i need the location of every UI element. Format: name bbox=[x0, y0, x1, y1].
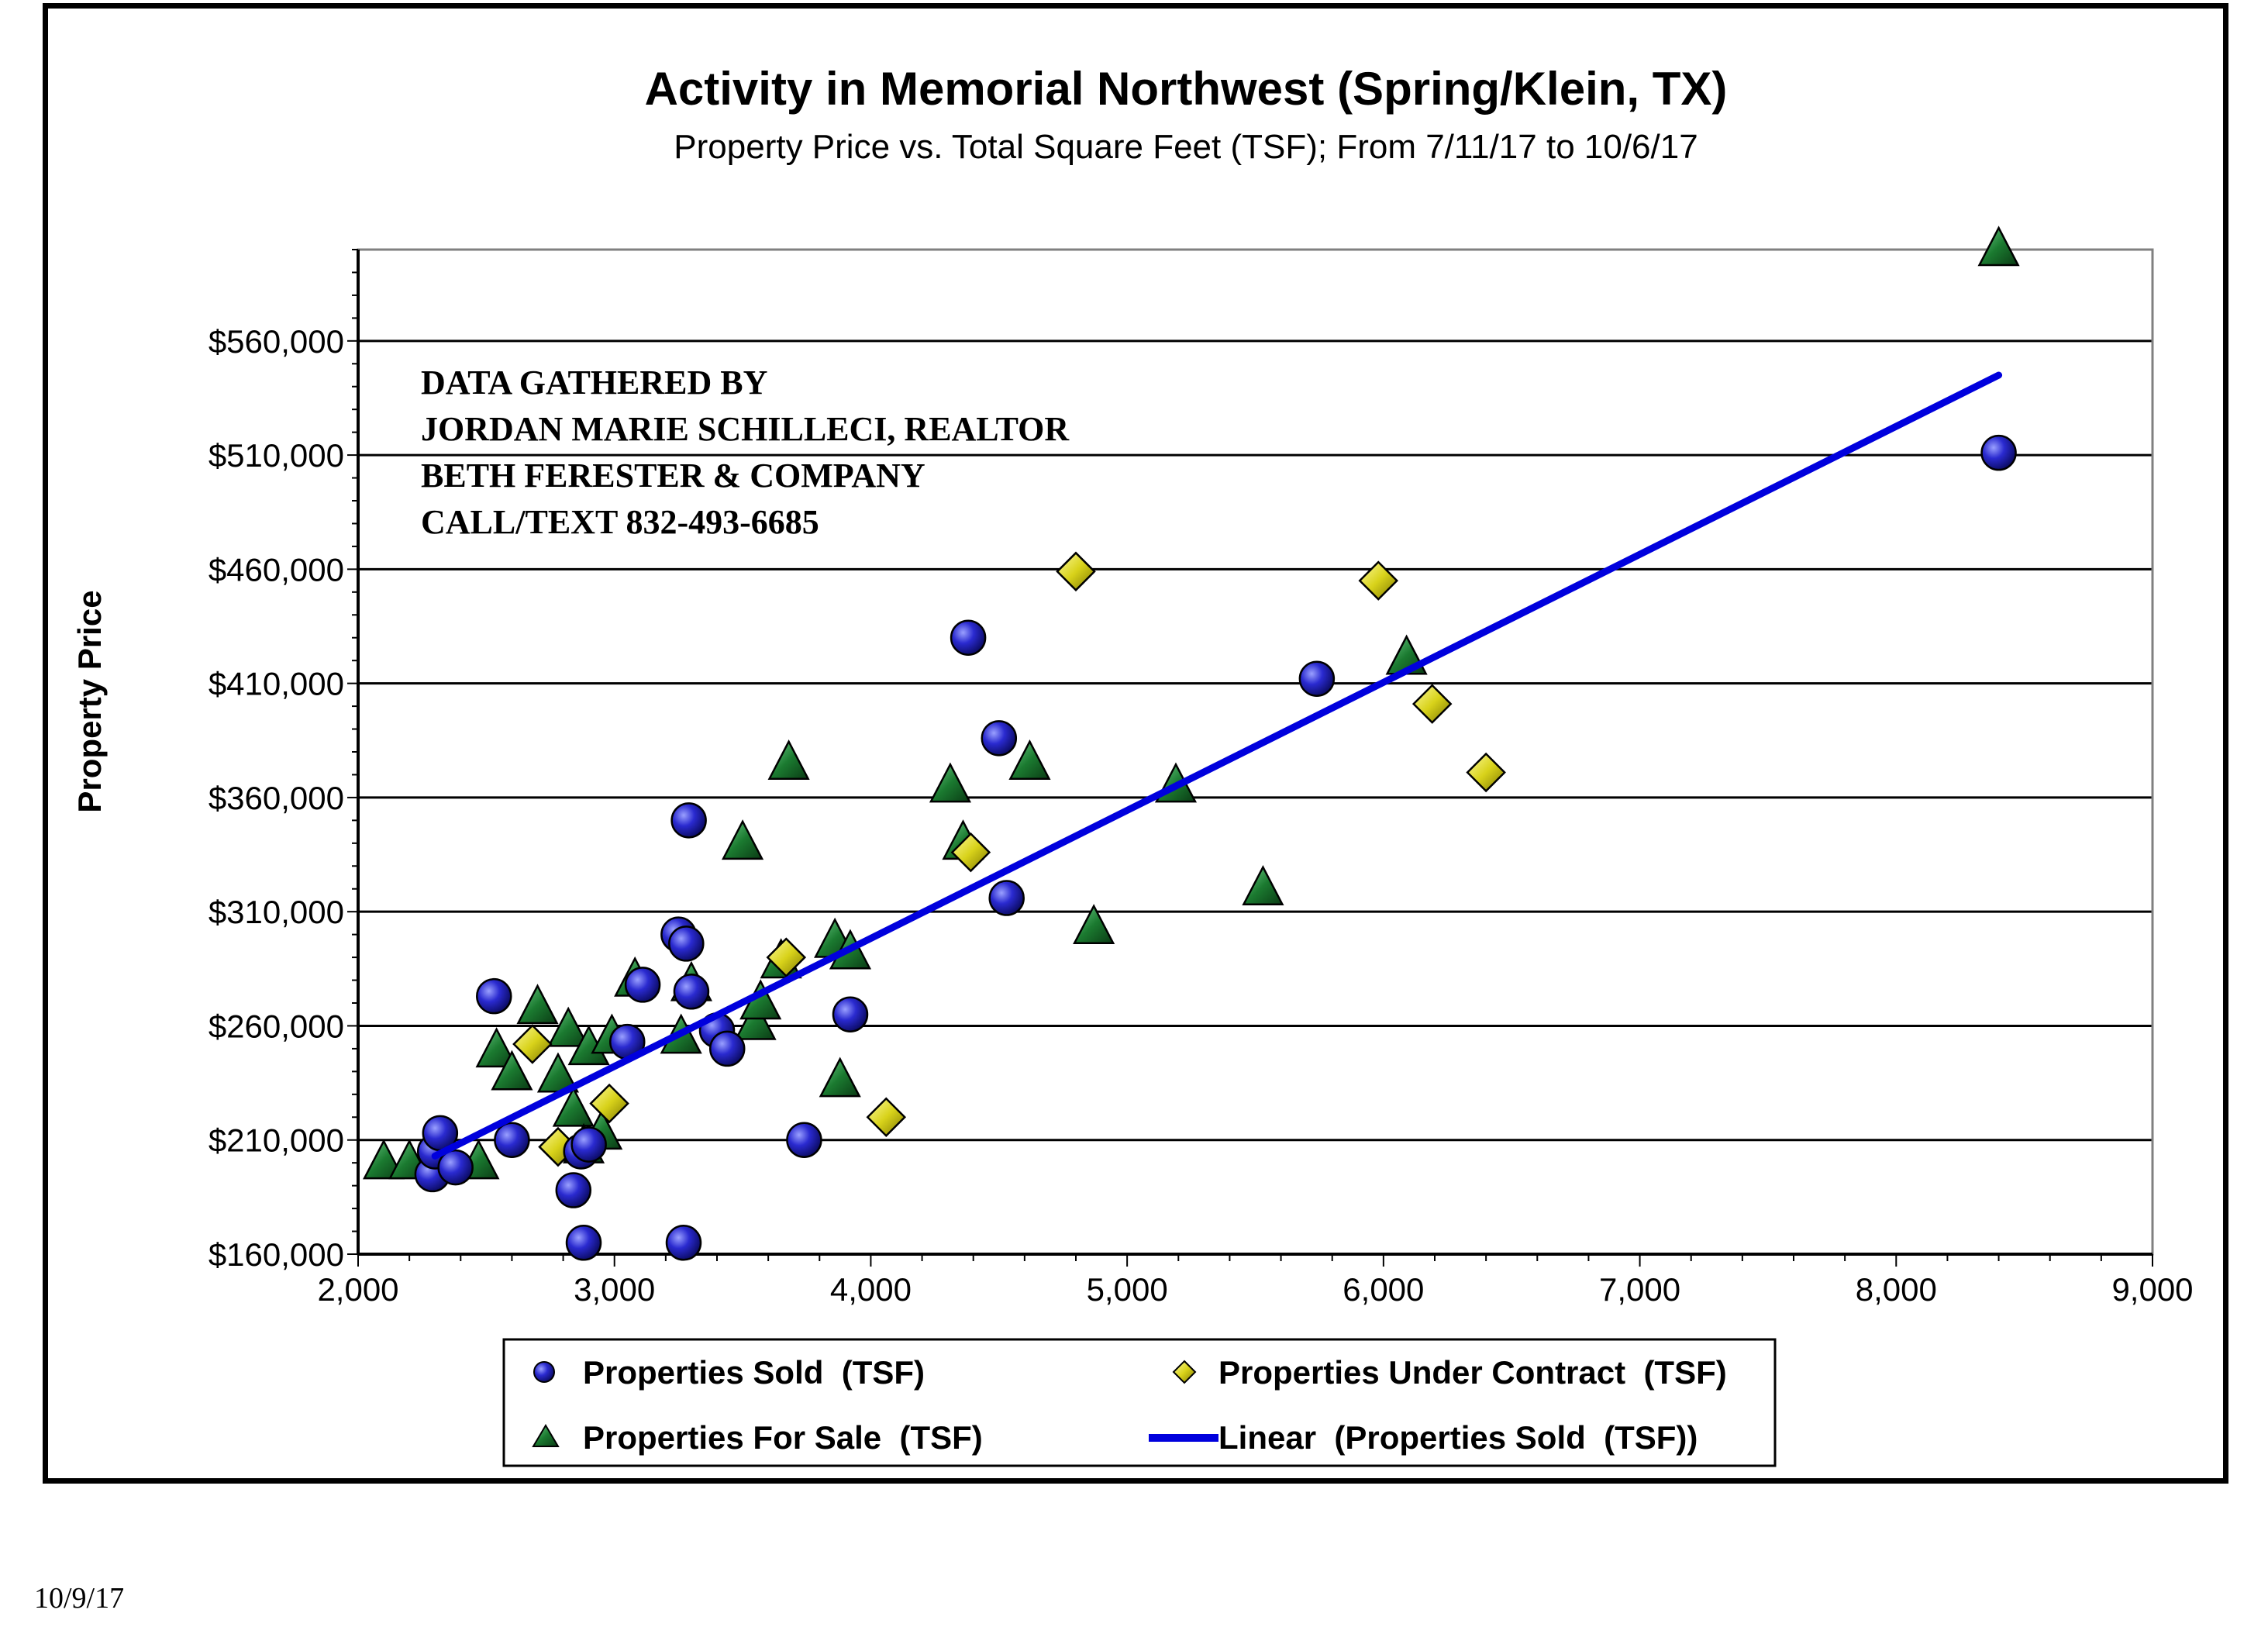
point-for-sale bbox=[1977, 226, 2020, 267]
annotation-line: JORDAN MARIE SCHILLECI, REALTOR bbox=[421, 410, 1070, 448]
point-sold bbox=[437, 1149, 474, 1186]
point-sold bbox=[494, 1122, 530, 1158]
point-for-sale bbox=[516, 984, 559, 1025]
axes: $160,000 $210,000 $260,000 $310,000 $360,000… bbox=[209, 249, 2194, 1308]
point-contract bbox=[766, 937, 807, 977]
y-axis-label: Property Price bbox=[71, 590, 108, 812]
x-tick-label: 9,000 bbox=[2111, 1271, 2193, 1308]
data-credit-annotation: DATA GATHERED BY JORDAN MARIE SCHILLECI,… bbox=[421, 364, 1070, 541]
point-for-sale bbox=[1242, 865, 1284, 905]
point-sold bbox=[1980, 434, 2017, 471]
point-sold bbox=[565, 1225, 602, 1261]
point-for-sale bbox=[475, 1027, 518, 1068]
point-sold bbox=[570, 1126, 607, 1163]
y-tick-label: $460,000 bbox=[209, 551, 344, 588]
point-sold bbox=[555, 1172, 592, 1208]
point-sold bbox=[988, 880, 1025, 916]
data-marks bbox=[363, 226, 2020, 1261]
point-for-sale bbox=[819, 1057, 861, 1098]
footer-date: 10/9/17 bbox=[34, 1582, 125, 1615]
point-contract bbox=[1466, 752, 1506, 793]
x-tick-label: 5,000 bbox=[1087, 1271, 1168, 1308]
annotation-line: DATA GATHERED BY bbox=[421, 364, 767, 402]
point-sold bbox=[668, 926, 705, 962]
annotation-line: CALL/TEXT 832-493-6685 bbox=[421, 503, 819, 541]
annotation-line: BETH FERESTER & COMPANY bbox=[421, 457, 925, 495]
y-tick-label: $510,000 bbox=[209, 437, 344, 474]
point-sold bbox=[665, 1225, 702, 1261]
point-for-sale bbox=[363, 1139, 405, 1180]
point-for-sale bbox=[767, 739, 810, 780]
x-tick-label: 3,000 bbox=[574, 1271, 655, 1308]
x-tick-label: 2,000 bbox=[317, 1271, 398, 1308]
y-tick-label: $160,000 bbox=[209, 1236, 344, 1273]
point-sold bbox=[708, 1030, 746, 1067]
legend-label-trend: Linear (Properties Sold (TSF)) bbox=[1218, 1419, 1698, 1456]
point-for-sale bbox=[722, 819, 764, 860]
y-tick-label: $560,000 bbox=[209, 323, 344, 360]
legend-label-sold: Properties Sold (TSF) bbox=[583, 1354, 925, 1391]
point-for-sale bbox=[929, 762, 972, 803]
x-tick-label: 8,000 bbox=[1856, 1271, 1937, 1308]
point-contract bbox=[512, 1024, 553, 1064]
point-sold bbox=[673, 974, 710, 1010]
legend-label-for-sale: Properties For Sale (TSF) bbox=[583, 1419, 983, 1456]
legend: Properties Sold (TSF) Properties Under C… bbox=[502, 1338, 1777, 1467]
x-tick-label: 6,000 bbox=[1343, 1271, 1424, 1308]
point-contract bbox=[950, 832, 991, 873]
point-contract bbox=[589, 1083, 629, 1124]
point-for-sale bbox=[491, 1050, 533, 1091]
x-tick-label: 4,000 bbox=[830, 1271, 912, 1308]
point-sold bbox=[624, 967, 661, 1003]
y-tick-label: $360,000 bbox=[209, 780, 344, 816]
point-for-sale bbox=[734, 999, 777, 1040]
legend-label-contract: Properties Under Contract (TSF) bbox=[1218, 1354, 1727, 1391]
y-tick-label: $410,000 bbox=[209, 666, 344, 702]
legend-box bbox=[502, 1338, 1777, 1467]
point-contract bbox=[866, 1097, 907, 1138]
point-contract bbox=[1358, 560, 1399, 601]
point-sold bbox=[1298, 660, 1336, 697]
trendline bbox=[431, 371, 2003, 1160]
point-sold bbox=[670, 802, 707, 839]
legend-marker-contract bbox=[1172, 1360, 1197, 1384]
point-for-sale bbox=[1073, 904, 1115, 945]
point-for-sale bbox=[1008, 739, 1051, 780]
point-for-sale bbox=[552, 1086, 595, 1127]
point-for-sale bbox=[547, 1006, 590, 1047]
chart-subtitle: Property Price vs. Total Square Feet (TS… bbox=[674, 128, 1698, 166]
y-tick-label: $260,000 bbox=[209, 1008, 344, 1044]
x-tick-label: 7,000 bbox=[1599, 1271, 1680, 1308]
point-sold bbox=[832, 996, 869, 1032]
point-sold bbox=[476, 977, 512, 1015]
y-tick-label: $210,000 bbox=[209, 1122, 344, 1159]
point-contract bbox=[1411, 684, 1453, 724]
legend-marker-for-sale bbox=[532, 1424, 560, 1447]
y-tick-label: $310,000 bbox=[209, 894, 344, 930]
point-contract bbox=[1056, 551, 1096, 592]
legend-marker-sold bbox=[533, 1361, 555, 1383]
point-sold bbox=[950, 619, 987, 656]
point-sold bbox=[981, 720, 1018, 757]
point-sold bbox=[786, 1122, 822, 1158]
chart-frame bbox=[43, 3, 2228, 1484]
chart-title: Activity in Memorial Northwest (Spring/K… bbox=[645, 63, 1728, 115]
